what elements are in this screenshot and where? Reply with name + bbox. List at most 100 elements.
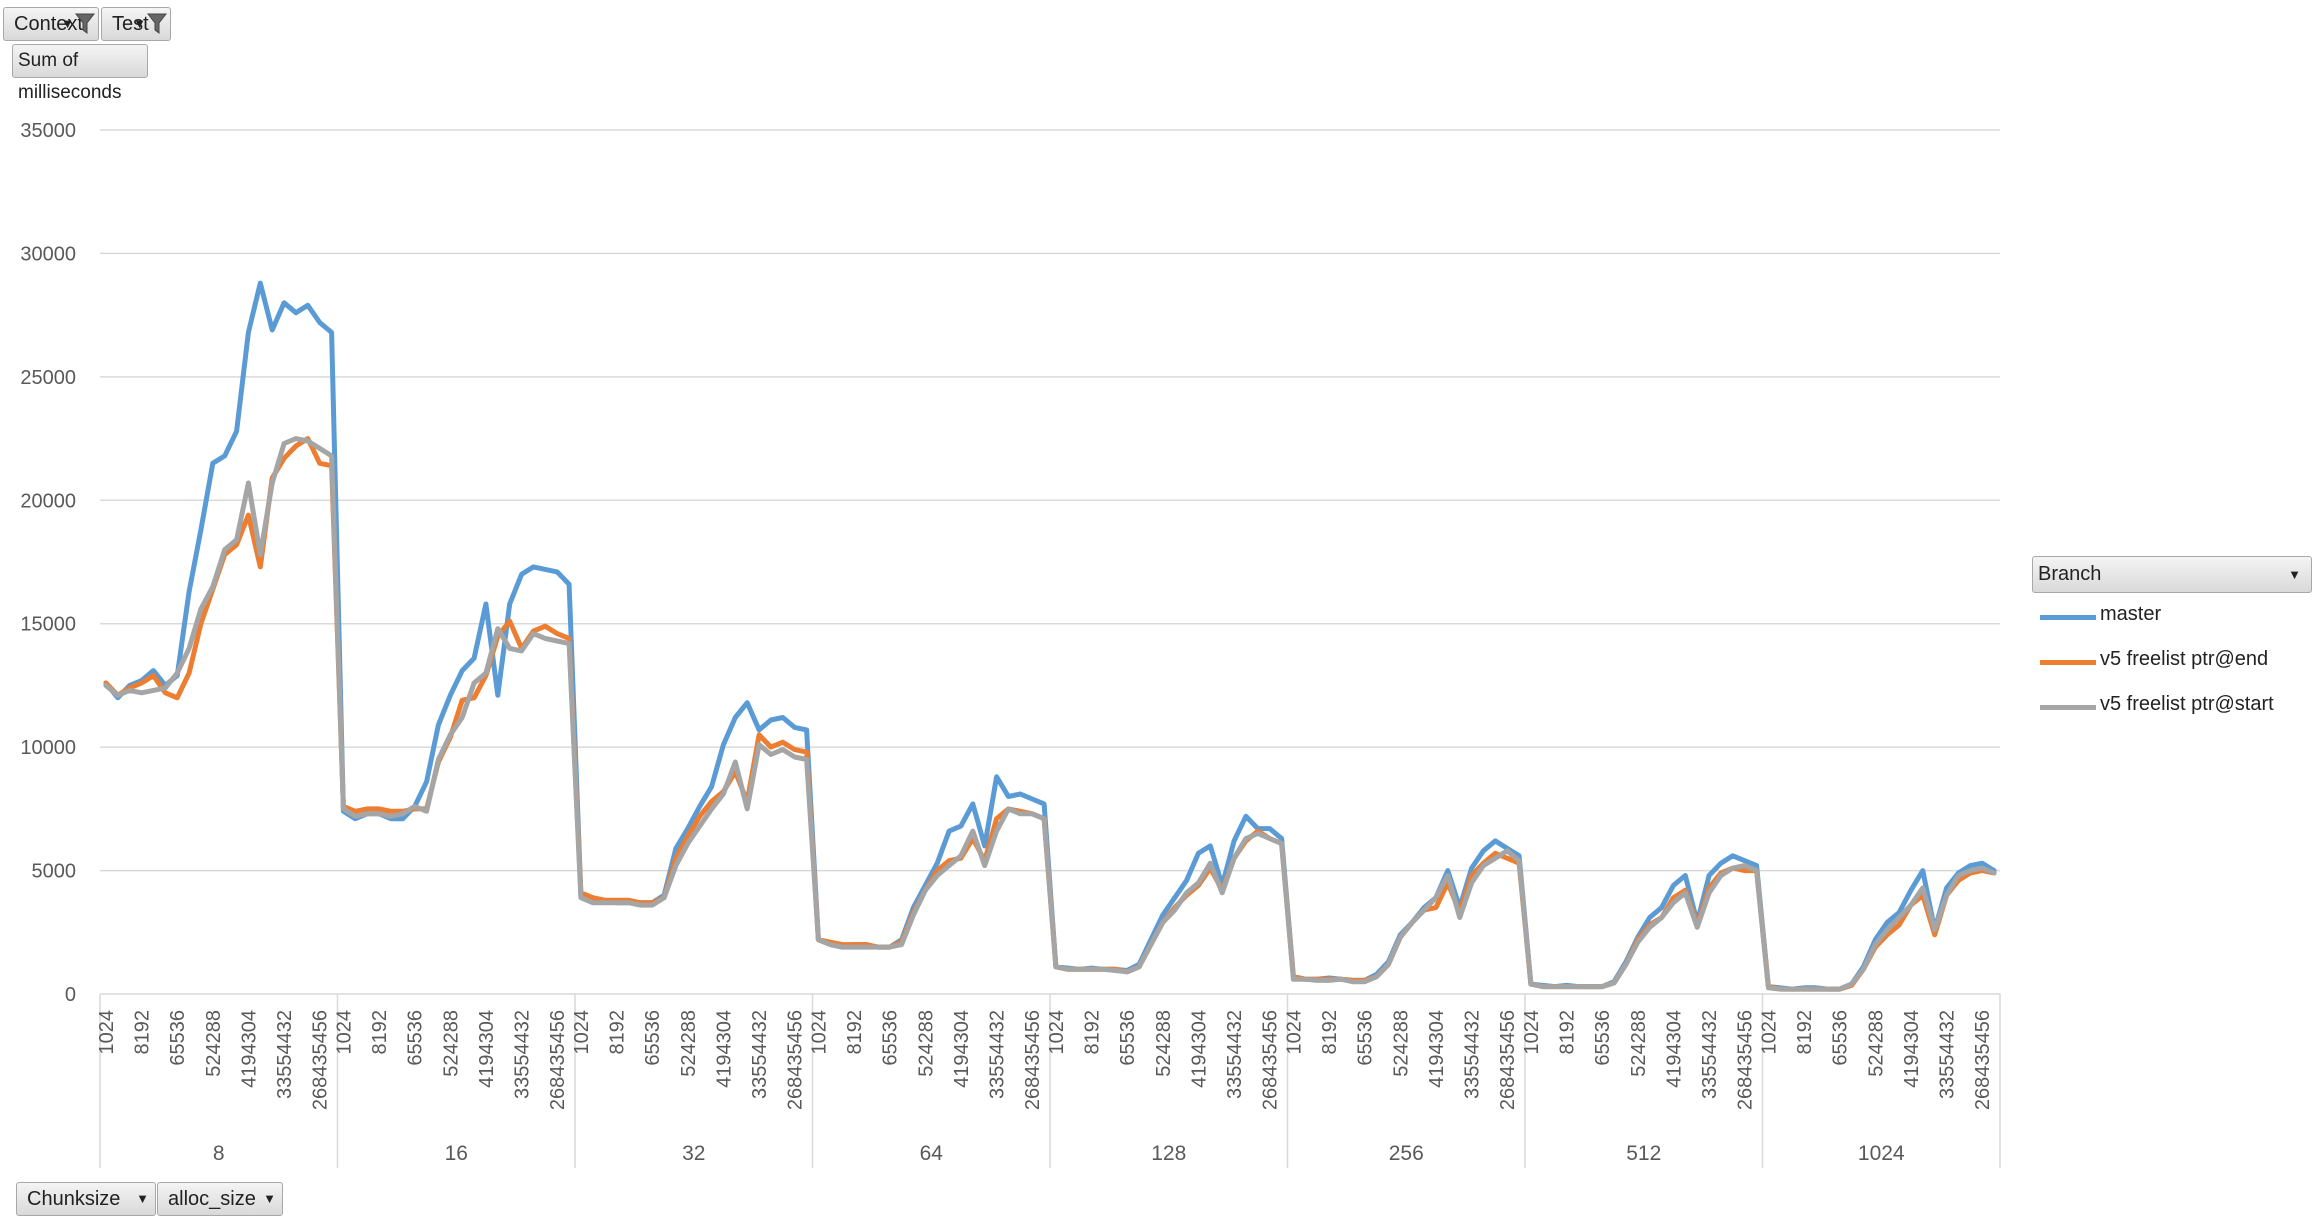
group-label: 1024 (1858, 1142, 1905, 1165)
group-label: 64 (920, 1142, 944, 1165)
dropdown-arrow-icon: ▼ (2288, 567, 2301, 582)
x-tick-label: 65536 (1117, 1010, 1139, 1066)
x-tick-label: 33554432 (1937, 1010, 1959, 1099)
y-tick-label: 5000 (32, 861, 77, 883)
values-field-button[interactable]: Sum of milliseconds (12, 44, 148, 103)
group-label: 512 (1626, 1142, 1661, 1165)
x-tick-label: 524288 (203, 1010, 225, 1077)
x-tick-label: 4194304 (1188, 1010, 1210, 1088)
x-tick-label: 268435456 (1497, 1010, 1519, 1110)
test-filter-label: Test (112, 13, 149, 35)
x-tick-label: 268435456 (1022, 1010, 1044, 1110)
group-label: 8 (213, 1142, 225, 1165)
x-tick-label: 524288 (1865, 1010, 1887, 1077)
x-tick-label: 268435456 (310, 1010, 332, 1110)
legend-label: master (2100, 603, 2162, 625)
x-tick-label: 33554432 (512, 1010, 534, 1099)
x-tick-label: 268435456 (785, 1010, 807, 1110)
x-tick-label: 1024 (333, 1010, 355, 1055)
x-tick-label: 524288 (678, 1010, 700, 1077)
y-tick-label: 20000 (20, 490, 76, 512)
x-tick-label: 524288 (1628, 1010, 1650, 1077)
legend-item: v5 freelist ptr@end (2040, 648, 2312, 678)
x-tick-label: 8192 (1794, 1010, 1816, 1055)
x-tick-label: 1024 (1521, 1010, 1543, 1055)
filter-icon (147, 13, 167, 34)
x-tick-label: 33554432 (987, 1010, 1009, 1099)
legend-swatch (2040, 660, 2096, 665)
x-tick-label: 33554432 (274, 1010, 296, 1099)
dropdown-arrow-icon: ▼ (263, 1191, 276, 1206)
series-line-3 (103, 436, 1997, 992)
x-tick-label: 65536 (405, 1010, 427, 1066)
legend-swatch (2040, 615, 2096, 620)
x-tick-label: 33554432 (1224, 1010, 1246, 1099)
x-tick-label: 1024 (1283, 1010, 1305, 1055)
x-tick-label: 1024 (1758, 1010, 1780, 1055)
branch-field-label: Branch (2038, 563, 2102, 585)
x-tick-label: 8192 (1082, 1010, 1104, 1055)
x-tick-label: 65536 (1592, 1010, 1614, 1066)
y-tick-label: 0 (65, 984, 76, 1006)
context-filter-button[interactable]: Context ▼ (3, 7, 99, 41)
alloc-size-field-label: alloc_size (168, 1188, 256, 1210)
branch-legend-field-button[interactable]: Branch ▼ (2032, 556, 2312, 593)
y-tick-label: 30000 (20, 243, 76, 265)
x-tick-label: 524288 (915, 1010, 937, 1077)
filter-icon (75, 13, 95, 34)
x-tick-label: 4194304 (238, 1010, 260, 1088)
legend-item: v5 freelist ptr@start (2040, 693, 2312, 723)
x-tick-label: 65536 (642, 1010, 664, 1066)
legend-label: v5 freelist ptr@start (2100, 693, 2274, 715)
x-tick-label: 268435456 (1735, 1010, 1757, 1110)
x-tick-label: 33554432 (1462, 1010, 1484, 1099)
x-tick-label: 65536 (1830, 1010, 1852, 1066)
x-tick-label: 1024 (1046, 1010, 1068, 1055)
x-tick-label: 4194304 (1901, 1010, 1923, 1088)
y-tick-label: 35000 (20, 120, 76, 142)
chunksize-field-button[interactable]: Chunksize ▼ (16, 1182, 156, 1216)
chunksize-field-label: Chunksize (27, 1188, 121, 1210)
values-field-label: Sum of milliseconds (18, 50, 122, 103)
x-tick-label: 524288 (1153, 1010, 1175, 1077)
y-tick-label: 25000 (20, 367, 76, 389)
x-tick-label: 268435456 (1972, 1010, 1994, 1110)
x-tick-label: 524288 (440, 1010, 462, 1077)
y-tick-label: 10000 (20, 737, 76, 759)
x-tick-label: 65536 (167, 1010, 189, 1066)
x-tick-label: 4194304 (1426, 1010, 1448, 1088)
y-tick-label: 15000 (20, 614, 76, 636)
x-tick-label: 4194304 (476, 1010, 498, 1088)
x-tick-label: 33554432 (1699, 1010, 1721, 1099)
alloc-size-field-button[interactable]: alloc_size ▼ (157, 1182, 283, 1216)
x-tick-label: 8192 (607, 1010, 629, 1055)
x-tick-label: 1024 (808, 1010, 830, 1055)
x-tick-label: 65536 (1355, 1010, 1377, 1066)
x-tick-label: 65536 (880, 1010, 902, 1066)
legend-label: v5 freelist ptr@end (2100, 648, 2269, 670)
x-tick-label: 8192 (369, 1010, 391, 1055)
dropdown-arrow-icon: ▼ (136, 1191, 149, 1206)
x-tick-label: 268435456 (1260, 1010, 1282, 1110)
x-tick-label: 268435456 (547, 1010, 569, 1110)
x-tick-label: 4194304 (1663, 1010, 1685, 1088)
x-tick-label: 4194304 (951, 1010, 973, 1088)
x-tick-label: 8192 (844, 1010, 866, 1055)
legend-item: master (2040, 603, 2312, 633)
x-tick-label: 8192 (132, 1010, 154, 1055)
group-label: 256 (1389, 1142, 1424, 1165)
x-tick-label: 8192 (1557, 1010, 1579, 1055)
group-label: 128 (1151, 1142, 1186, 1165)
legend-swatch (2040, 705, 2096, 710)
x-tick-label: 33554432 (749, 1010, 771, 1099)
test-filter-button[interactable]: Test ▼ (101, 7, 171, 41)
x-tick-label: 1024 (96, 1010, 118, 1055)
x-tick-label: 8192 (1319, 1010, 1341, 1055)
context-filter-label: Context (14, 13, 83, 35)
group-label: 16 (445, 1142, 468, 1165)
group-label: 32 (682, 1142, 705, 1165)
dropdown-arrow-icon: ▼ (61, 16, 74, 31)
x-tick-label: 524288 (1390, 1010, 1412, 1077)
x-tick-label: 1024 (571, 1010, 593, 1055)
